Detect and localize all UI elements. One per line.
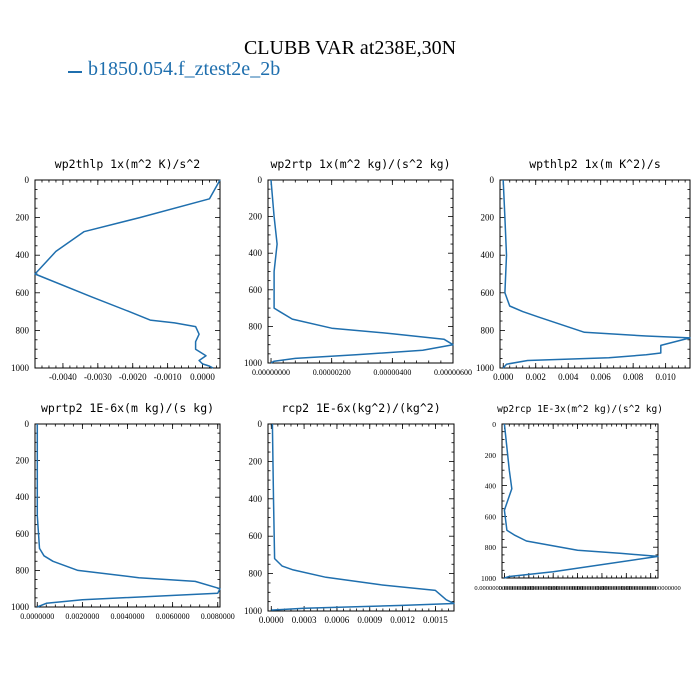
x-tick-label: 0.0020000 <box>65 612 99 621</box>
legend-line-swatch <box>68 71 82 73</box>
panel-title: wprtp2 1E-6x(m kg)/(s kg) <box>41 401 214 415</box>
x-tick-label: 0.010 <box>656 372 677 382</box>
y-tick-label: 600 <box>16 529 30 539</box>
x-tick-label: 0.0000 <box>259 615 284 625</box>
series-line <box>34 179 221 369</box>
y-tick-label: 800 <box>481 325 495 335</box>
y-tick-label: 0 <box>492 420 496 429</box>
panel-title: wp2rtp 1x(m^2 kg)/(s^2 kg) <box>270 157 450 171</box>
y-tick-label: 0 <box>258 175 263 185</box>
x-tick-label: 0.006 <box>591 372 612 382</box>
x-tick-label: 0.00000000000000000 <box>474 585 534 592</box>
x-tick-label: 0.00000400 <box>373 368 411 377</box>
panel-title: wp2thlp 1x(m^2 K)/s^2 <box>55 157 200 171</box>
y-tick-label: 1000 <box>244 358 263 368</box>
x-tick-label: -0.0020 <box>119 372 147 382</box>
y-tick-label: 1000 <box>244 606 263 616</box>
plot-frame <box>34 423 221 608</box>
panel-title: rcp2 1E-6x(kg^2)/(kg^2) <box>281 401 440 415</box>
y-tick-label: 200 <box>16 213 30 223</box>
y-tick-label: 800 <box>249 569 263 579</box>
y-tick-label: 800 <box>485 543 497 552</box>
y-tick-label: 200 <box>485 451 497 460</box>
y-tick-label: 0 <box>258 419 263 429</box>
y-tick-label: 400 <box>249 494 263 504</box>
y-tick-label: 200 <box>249 212 263 222</box>
series-line <box>270 179 454 364</box>
x-tick-label: 0.004 <box>558 372 579 382</box>
y-tick-label: 800 <box>249 321 263 331</box>
x-tick-label: 0.0003 <box>292 615 317 625</box>
plot-frame <box>267 179 454 364</box>
y-tick-label: 1000 <box>476 363 495 373</box>
x-tick-label: 0.008 <box>623 372 644 382</box>
series-line <box>502 179 691 369</box>
y-tick-label: 400 <box>249 248 263 258</box>
plot-frame <box>499 179 691 369</box>
x-tick-label: 0.0080000 <box>201 612 235 621</box>
y-tick-label: 1000 <box>481 574 496 583</box>
y-tick-label: 600 <box>16 288 30 298</box>
panel-1: wp2thlp 1x(m^2 K)/s^2 0 200 400 600 800 1000 -0… <box>11 157 221 382</box>
x-tick-label: 0.0012 <box>390 615 415 625</box>
x-tick-label: -0.0040 <box>49 372 77 382</box>
y-tick-label: 800 <box>16 565 30 575</box>
x-tick-label: 0.00000000000000000 <box>499 585 559 592</box>
y-tick-label: 400 <box>481 250 495 260</box>
y-tick-label: 1000 <box>11 363 30 373</box>
panel-title: wpthlp2 1x(m K^2)/s <box>529 157 661 171</box>
x-tick-label: 0.00000600 <box>434 368 472 377</box>
chart-main-title: CLUBB VAR at238E,30N <box>243 37 457 59</box>
plot-frame <box>34 179 221 369</box>
x-tick-label: 0.002 <box>526 372 546 382</box>
y-tick-label: 600 <box>481 288 495 298</box>
panel-5: rcp2 1E-6x(kg^2)/(kg^2) 0 200 400 600 800 1000… <box>244 401 455 625</box>
y-tick-label: 600 <box>485 512 497 521</box>
x-tick-label: 0.0009 <box>357 615 382 625</box>
x-tick-label: 0.00000200 <box>313 368 351 377</box>
y-tick-label: 0 <box>25 175 30 185</box>
x-tick-label: 0.00000000000000000 <box>596 585 656 592</box>
y-tick-label: 600 <box>249 531 263 541</box>
series-line <box>271 423 455 611</box>
legend-label: b1850.054.f_ztest2e_2b <box>88 58 281 80</box>
x-tick-label: 0.0040000 <box>111 612 145 621</box>
x-tick-label: 0.0006 <box>325 615 350 625</box>
y-tick-label: 200 <box>249 456 263 466</box>
x-tick-label: 0.00000000000000000 <box>572 585 632 592</box>
y-tick-label: 800 <box>16 325 30 335</box>
y-tick-label: 200 <box>481 213 495 223</box>
y-tick-label: 0 <box>25 419 30 429</box>
series-line <box>36 424 221 608</box>
y-tick-label: 400 <box>16 492 30 502</box>
y-tick-label: 400 <box>16 250 30 260</box>
x-tick-label: 0.00000000000000000 <box>548 585 608 592</box>
x-tick-label: -0.0030 <box>84 372 112 382</box>
x-tick-label: 0.00000000000000000 <box>523 585 583 592</box>
panel-3: wpthlp2 1x(m K^2)/s020040060080010000.00… <box>476 157 691 382</box>
y-tick-label: 0 <box>490 175 495 185</box>
x-tick-label: 0.0060000 <box>156 612 190 621</box>
y-tick-label: 1000 <box>11 602 30 612</box>
y-tick-label: 600 <box>249 285 263 295</box>
panel-4: wprtp2 1E-6x(m kg)/(s kg) 0 200 400 600 800 10… <box>11 401 235 621</box>
x-tick-label: -0.0010 <box>154 372 182 382</box>
panel-2: wp2rtp 1x(m^2 kg)/(s^2 kg) 0 200 400 600 800 1… <box>244 157 472 377</box>
plot-frame <box>267 423 455 612</box>
y-tick-label: 200 <box>16 456 30 466</box>
x-tick-label: 0.000 <box>493 372 514 382</box>
y-tick-label: 400 <box>485 482 497 491</box>
x-tick-label: 0.0000 <box>190 372 215 382</box>
panel-6: wp2rcp 1E-3x(m^2 kg)/(s^2 kg)0 200 400 600 8… <box>474 404 680 592</box>
x-tick-label: 0.00000000000000000 <box>621 585 681 592</box>
panel-title: wp2rcp 1E-3x(m^2 kg)/(s^2 kg) <box>497 404 663 415</box>
series-line <box>503 423 659 579</box>
x-tick-label: 0.0000000 <box>20 612 54 621</box>
x-tick-label: 0.0015 <box>423 615 448 625</box>
x-tick-label: 0.00000000 <box>252 368 290 377</box>
